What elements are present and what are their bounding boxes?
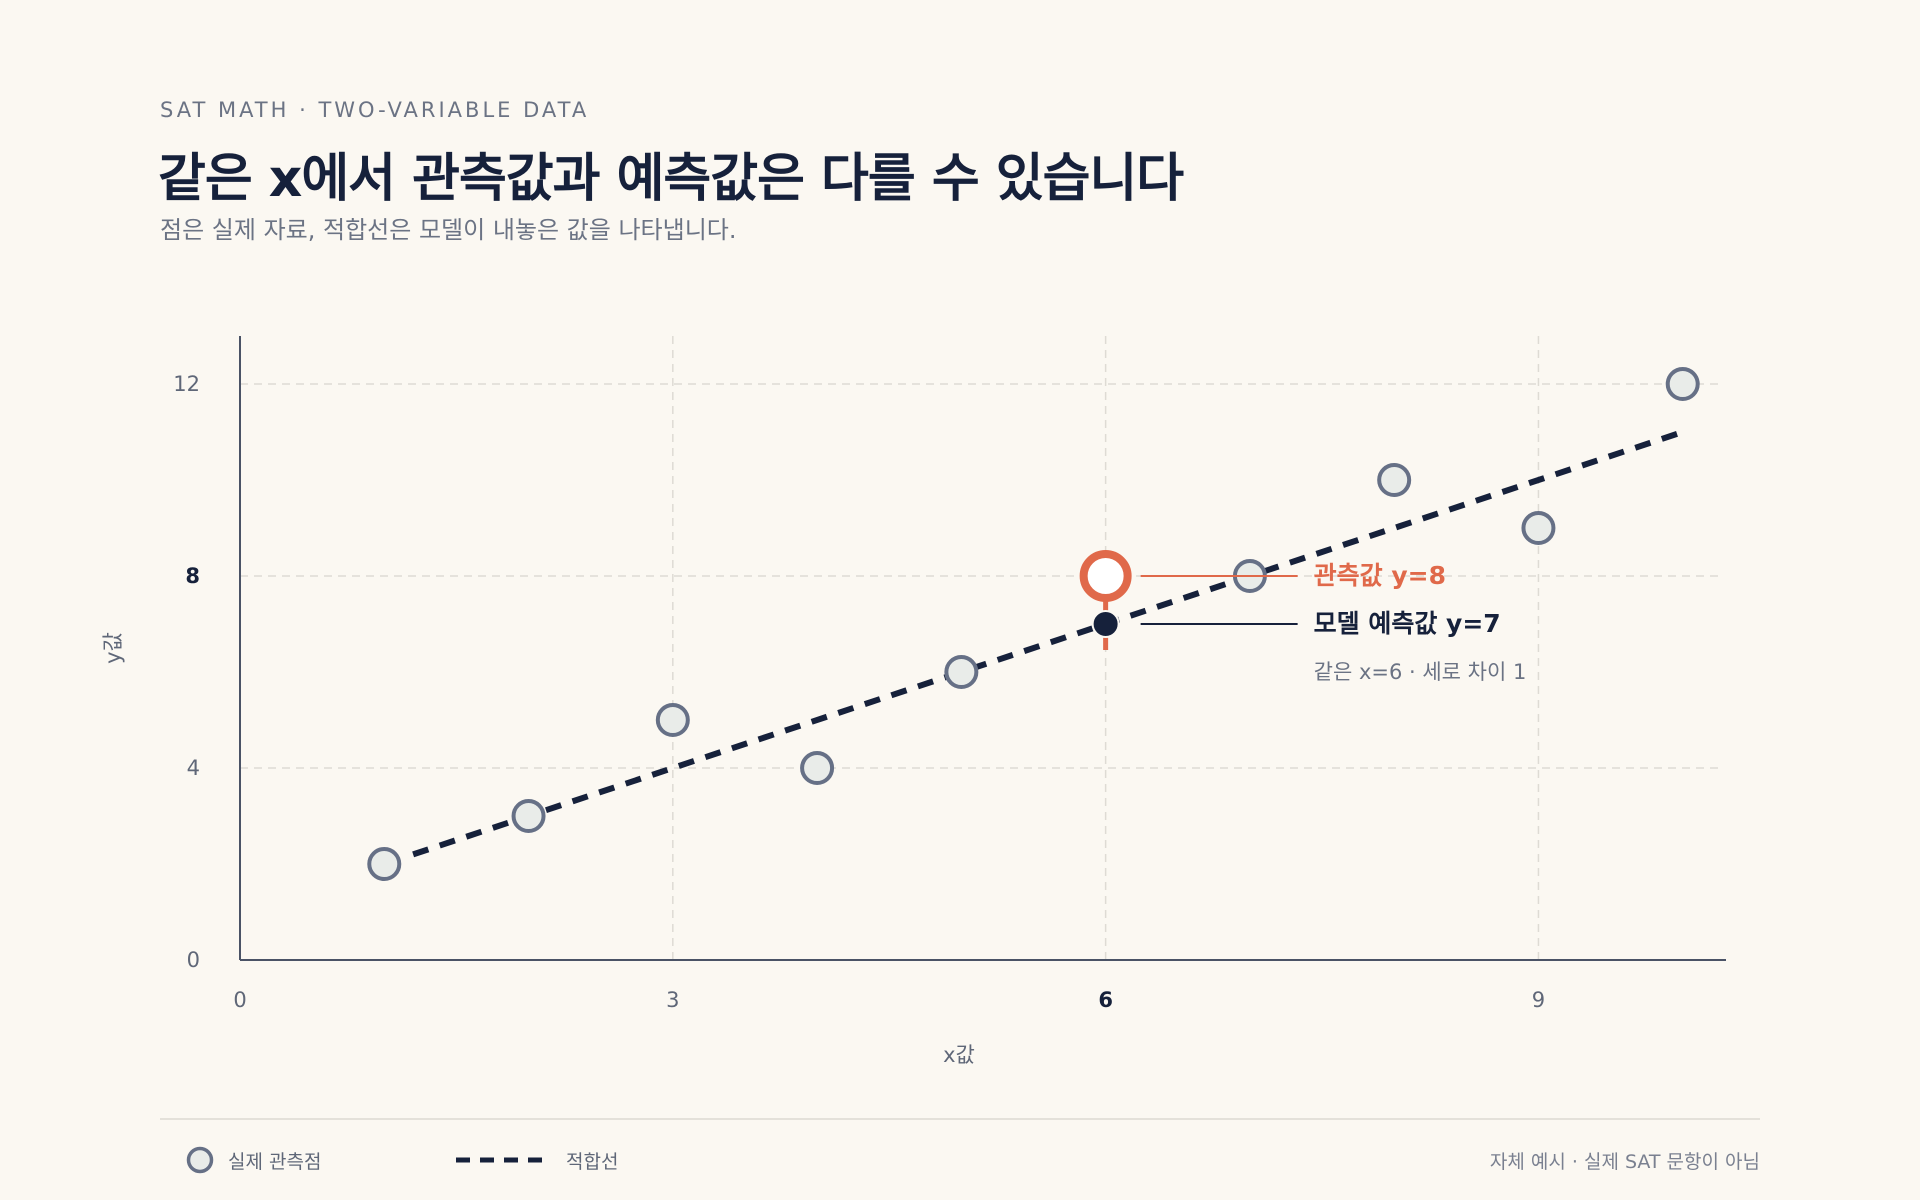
highlight-layer: 관측값 y=8 모델 예측값 y=7 같은 x=6 · 세로 차이 1: [1079, 550, 1527, 684]
predicted-point: [1091, 610, 1120, 638]
y-tick-label: 12: [173, 372, 200, 396]
predicted-label: 모델 예측값 y=7: [1314, 609, 1501, 638]
fit-line: [412, 429, 1684, 858]
chart-title: 같은 x에서 관측값과 예측값은 다를 수 있습니다: [158, 149, 1184, 209]
x-axis-label: x값: [943, 1043, 975, 1067]
residual-note: 같은 x=6 · 세로 차이 1: [1314, 660, 1527, 684]
tick-labels: 0 3 6 9 0 4 8 12: [173, 372, 1545, 1012]
scatter-chart: 관측값 y=8 모델 예측값 y=7 같은 x=6 · 세로 차이 1 0 3 6 9 0 4…: [101, 336, 1726, 1067]
axes: [239, 336, 1726, 961]
observed-point-highlight: [1079, 550, 1132, 602]
data-point: [1521, 511, 1556, 545]
data-point: [655, 703, 690, 737]
y-axis-label: y값: [101, 632, 125, 664]
fit-line-layer: [412, 429, 1684, 858]
legend-label-fit: 적합선: [566, 1150, 619, 1173]
legend-dashed-line-icon: [456, 1157, 552, 1163]
data-point: [1377, 463, 1412, 497]
y-tick-label: 4: [187, 756, 200, 780]
legend-item-fit: 적합선: [456, 1146, 618, 1174]
x-tick-label: 3: [666, 988, 679, 1012]
chart-kicker: SAT MATH · TWO-VARIABLE DATA: [160, 98, 590, 122]
chart-subtitle: 점은 실제 자료, 적합선은 모델이 내놓은 값을 나타냅니다.: [160, 216, 737, 244]
x-tick-label: 6: [1098, 988, 1113, 1012]
data-point: [944, 655, 979, 689]
data-point: [511, 799, 546, 833]
x-tick-label: 0: [233, 988, 246, 1012]
data-point: [367, 847, 402, 881]
observed-label: 관측값 y=8: [1314, 561, 1446, 590]
legend-circle-icon: [186, 1146, 214, 1174]
grid-lines: [240, 336, 1720, 960]
x-tick-label: 9: [1532, 988, 1545, 1012]
footnote: 자체 예시 · 실제 SAT 문항이 아님: [1489, 1151, 1760, 1173]
y-tick-label: 8: [185, 564, 200, 588]
legend-item-observed: 실제 관측점: [186, 1146, 321, 1174]
legend-label-observed: 실제 관측점: [228, 1150, 322, 1173]
y-tick-label: 0: [187, 948, 200, 972]
data-point: [800, 751, 835, 785]
data-point: [1665, 367, 1700, 401]
footer-divider: [160, 1118, 1760, 1120]
